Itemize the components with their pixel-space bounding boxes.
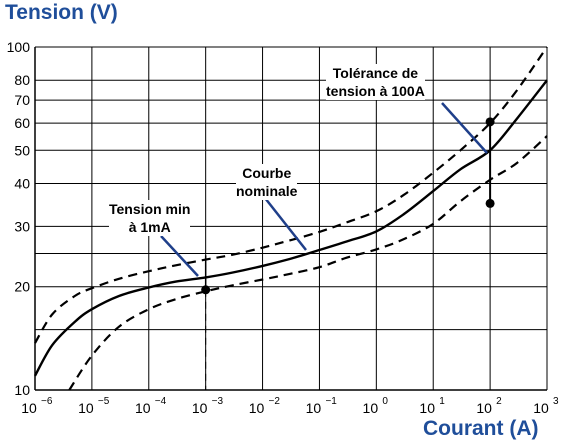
x-tick-label: 10 xyxy=(476,400,492,416)
markers xyxy=(160,102,495,390)
annotation-tolerance-line1: Tolérance de xyxy=(332,65,419,81)
curves xyxy=(33,46,548,391)
x-tick-exponent: 3 xyxy=(553,396,559,407)
x-tick-exponent: −3 xyxy=(212,396,224,407)
annotation-nominal-curve: Courbe nominale xyxy=(236,164,298,200)
x-tick-exponent: −5 xyxy=(98,396,110,407)
y-tick-label: 80 xyxy=(14,72,30,88)
y-tick-label: 70 xyxy=(14,92,30,108)
annotation-nominal-line2: nominale xyxy=(236,183,298,199)
x-tick-label: 10 xyxy=(363,400,379,416)
x-tick-label: 10 xyxy=(306,400,322,416)
tolerance-curve-1 xyxy=(34,46,548,344)
x-tick-label: 10 xyxy=(21,400,37,416)
y-tick-label: 60 xyxy=(14,115,30,131)
tolerance-curve-2 xyxy=(68,135,548,391)
y-tick-label: 100 xyxy=(7,39,31,55)
annotation-tension-min: Tension min à 1mA xyxy=(109,200,191,236)
y-tick-label: 30 xyxy=(14,218,30,234)
x-tick-exponent: −4 xyxy=(155,396,167,407)
y-tick-label: 10 xyxy=(14,382,30,398)
tolerance-leader-line xyxy=(441,102,488,154)
annotation-tension-min-line2: à 1mA xyxy=(128,219,171,235)
y-axis-title: Tension (V) xyxy=(5,1,118,24)
tolerance-lower-point xyxy=(485,198,495,208)
y-tick-label: 20 xyxy=(14,279,30,295)
x-tick-label: 10 xyxy=(192,400,208,416)
y-tick-label: 50 xyxy=(14,142,30,158)
tension-min-point xyxy=(201,285,211,295)
x-axis-title: Courant (A) xyxy=(423,417,539,440)
nominal-leader-line xyxy=(264,197,307,251)
x-tick-label: 10 xyxy=(135,400,151,416)
x-tick-label: 10 xyxy=(419,400,435,416)
x-tick-exponent: −6 xyxy=(41,396,53,407)
annotation-tolerance: Tolérance de tension à 100A xyxy=(326,64,425,100)
annotation-tension-min-line1: Tension min xyxy=(109,201,191,217)
x-tick-exponent: −2 xyxy=(269,396,281,407)
tension-min-leader-line xyxy=(160,235,199,277)
x-tick-exponent: −1 xyxy=(325,396,337,407)
y-tick-label: 40 xyxy=(14,175,30,191)
annotation-tolerance-line2: tension à 100A xyxy=(326,83,425,99)
x-tick-label: 10 xyxy=(78,400,94,416)
x-tick-label: 10 xyxy=(533,400,549,416)
x-tick-exponent: 2 xyxy=(496,396,502,407)
annotation-nominal-line1: Courbe xyxy=(242,165,292,181)
x-tick-exponent: 1 xyxy=(439,396,445,407)
tolerance-upper-point xyxy=(485,117,495,127)
x-tick-exponent: 0 xyxy=(382,396,388,407)
nominal-curve xyxy=(33,79,548,377)
x-tick-label: 10 xyxy=(249,400,265,416)
